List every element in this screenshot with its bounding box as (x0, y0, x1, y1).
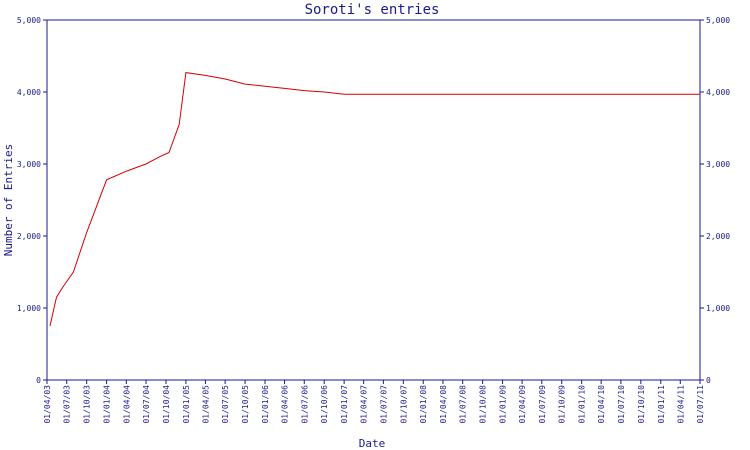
x-tick-label: 01/04/04 (122, 385, 131, 424)
x-tick-label: 01/10/03 (83, 385, 92, 424)
x-tick-label: 01/07/04 (142, 385, 151, 424)
x-tick-label: 01/07/08 (459, 385, 468, 424)
x-tick-label: 01/10/09 (558, 385, 567, 424)
chart-title: Soroti's entries (305, 2, 440, 18)
x-tick-label: 01/07/05 (221, 385, 230, 424)
x-tick-label: 01/01/04 (103, 385, 112, 424)
y-axis-left: 0 1,000 2,000 3,000 4,000 5,000 (17, 16, 47, 385)
y-tick-label-left: 4,000 (17, 88, 41, 97)
series-line (49, 72, 700, 327)
x-tick-label: 01/04/03 (43, 385, 52, 424)
y-tick-label-left: 2,000 (17, 232, 41, 241)
x-tick-label: 01/07/11 (696, 385, 705, 424)
y-tick-label-right: 5,000 (706, 16, 730, 25)
x-tick-label: 01/04/07 (360, 385, 369, 424)
x-tick-label: 01/04/11 (676, 385, 685, 424)
x-tick-label: 01/01/11 (657, 385, 666, 424)
x-tick-label: 01/10/06 (320, 385, 329, 424)
y-tick-label-right: 4,000 (706, 88, 730, 97)
x-tick-label: 01/07/06 (300, 385, 309, 424)
x-tick-label: 01/01/07 (340, 385, 349, 424)
x-tick-label: 01/07/10 (617, 385, 626, 424)
y-axis-right: 0 1,000 2,000 3,000 4,000 5,000 (700, 16, 730, 385)
x-tick-label: 01/01/06 (261, 385, 270, 424)
x-axis: 01/04/03 01/07/03 01/10/03 01/01/04 01/04/04… (43, 380, 705, 424)
y-tick-label-right: 1,000 (706, 304, 730, 313)
y-tick-label-left: 1,000 (17, 304, 41, 313)
x-tick-label: 01/10/07 (399, 385, 408, 424)
x-tick-label: 01/01/09 (499, 385, 508, 424)
y-axis-label: Number of Entries (2, 144, 15, 257)
series-group (49, 72, 700, 327)
x-axis-label: Date (359, 437, 386, 450)
x-tick-label: 01/01/05 (182, 385, 191, 424)
x-tick-label: 01/01/10 (578, 385, 587, 424)
x-tick-label: 01/07/03 (63, 385, 72, 424)
y-tick-label-left: 0 (36, 376, 41, 385)
x-tick-label: 01/07/09 (538, 385, 547, 424)
x-tick-label: 01/07/07 (379, 385, 388, 424)
y-tick-label-right: 0 (706, 376, 711, 385)
x-tick-label: 01/10/08 (479, 385, 488, 424)
x-tick-label: 01/10/10 (637, 385, 646, 424)
plot-area (46, 19, 701, 381)
x-tick-label: 01/01/08 (419, 385, 428, 424)
x-tick-label: 01/04/05 (201, 385, 210, 424)
y-tick-label-left: 3,000 (17, 160, 41, 169)
x-tick-label: 01/10/04 (162, 385, 171, 424)
x-tick-label: 01/04/06 (281, 385, 290, 424)
x-tick-label: 01/04/09 (518, 385, 527, 424)
y-tick-label-right: 2,000 (706, 232, 730, 241)
x-tick-label: 01/04/08 (439, 385, 448, 424)
y-tick-label-right: 3,000 (706, 160, 730, 169)
x-tick-label: 01/04/10 (597, 385, 606, 424)
x-tick-label: 01/10/05 (241, 385, 250, 424)
y-tick-label-left: 5,000 (17, 16, 41, 25)
